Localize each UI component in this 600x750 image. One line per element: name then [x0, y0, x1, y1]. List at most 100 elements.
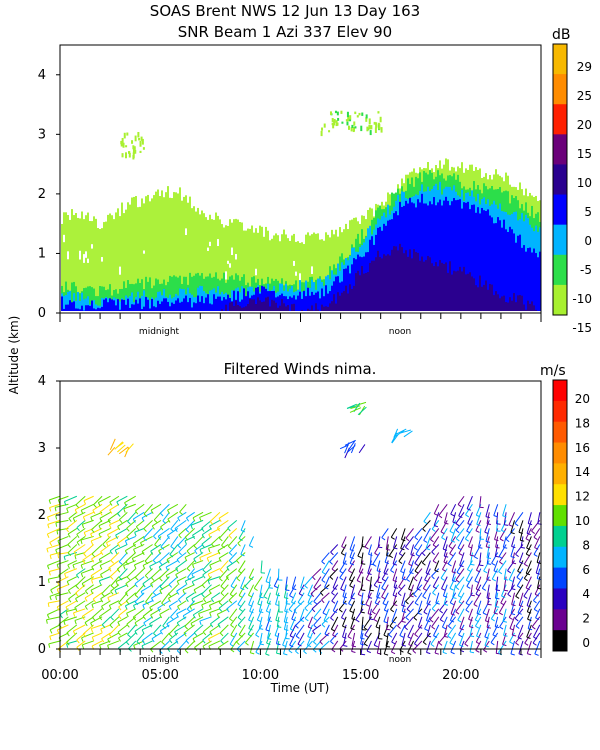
wind-barb — [244, 576, 254, 587]
wind-barb-feather — [360, 611, 365, 614]
wind-barb-feather — [201, 593, 205, 598]
snr-strip — [353, 285, 355, 311]
wind-barb — [142, 600, 153, 606]
wind-barb — [283, 608, 288, 623]
wind-barb — [109, 519, 120, 526]
wind-barb-feather — [466, 530, 471, 534]
wind-barb — [510, 600, 516, 614]
wind-barb-feather — [153, 519, 158, 523]
snr-strip — [235, 288, 237, 311]
wind-barb-feather — [46, 614, 50, 619]
wind-barb-feather — [466, 585, 471, 589]
winds-noon-label: noon — [389, 655, 411, 665]
snr-gap — [63, 234, 65, 243]
wind-barb-feather — [520, 546, 526, 549]
wind-barb-feather — [499, 538, 504, 542]
wind-barb — [499, 616, 507, 628]
wind-barb — [208, 640, 221, 647]
snr-strip — [255, 304, 257, 311]
snr-strip — [525, 251, 527, 311]
snr-echo — [122, 142, 125, 148]
snr-strip — [283, 303, 285, 311]
wind-barb — [142, 632, 153, 641]
wind-barb-feather — [482, 587, 487, 591]
wind-barb — [268, 576, 271, 588]
wind-barb — [434, 640, 440, 654]
wind-barb-feather — [512, 562, 517, 565]
wind-barb — [349, 536, 356, 550]
wind-barb — [144, 552, 153, 562]
wind-barb-feather — [517, 637, 522, 640]
snr-strip — [519, 294, 521, 311]
wind-barb-feather — [91, 579, 94, 584]
snr-strip — [479, 275, 481, 311]
snr-colorbar-swatch — [553, 134, 567, 165]
snr-strip — [93, 308, 95, 311]
wind-barb-feather — [510, 613, 516, 616]
wind-barb — [502, 608, 507, 622]
snr-strip — [161, 190, 163, 311]
wind-barb-feather — [115, 534, 119, 539]
snr-gap — [227, 260, 229, 264]
wind-barb — [265, 600, 271, 612]
wind-barb-feather — [125, 592, 129, 597]
snr-colorbar-swatch — [553, 194, 567, 226]
wind-barb-feather — [267, 602, 272, 605]
wind-barb — [435, 592, 440, 604]
wind-barb-feather — [76, 541, 80, 546]
wind-barb-feather — [310, 593, 315, 597]
wind-barb-feather — [228, 552, 233, 556]
wind-barb-feather — [177, 545, 182, 549]
wind-barb — [340, 544, 347, 554]
snr-strip — [143, 306, 145, 311]
wind-barb — [57, 624, 69, 631]
wind-barb-feather — [349, 556, 354, 560]
wind-barb — [392, 568, 398, 581]
snr-strip — [71, 209, 73, 311]
wind-barb-feather — [525, 538, 530, 542]
snr-strip — [181, 200, 183, 311]
wind-barb — [491, 568, 499, 580]
wind-barb-feather — [219, 569, 224, 573]
snr-strip — [521, 295, 523, 311]
wind-barb — [298, 584, 305, 594]
wind-barb — [505, 528, 515, 540]
wind-barb — [469, 544, 473, 556]
wind-barb — [208, 632, 221, 640]
wind-barb-feather — [410, 554, 415, 557]
wind-barb — [178, 528, 187, 536]
wind-barb-feather — [465, 609, 470, 613]
wind-barb — [498, 600, 507, 614]
wind-barb-feather — [444, 603, 449, 606]
wind-barb — [464, 528, 473, 540]
wind-barb-feather — [455, 529, 460, 534]
wind-barb — [438, 503, 448, 516]
wind-barb-feather — [98, 533, 102, 538]
wind-barb-feather — [135, 526, 140, 531]
snr-strip — [287, 299, 289, 311]
wind-barb-feather — [144, 560, 149, 565]
snr-strip — [533, 248, 535, 311]
snr-strip — [215, 212, 217, 311]
wind-barb — [432, 576, 440, 587]
wind-barb-feather — [532, 642, 537, 646]
wind-barb-feather — [422, 528, 426, 532]
wind-barb — [165, 568, 179, 577]
wind-barb — [66, 624, 78, 634]
wind-barb-feather — [510, 532, 515, 535]
wind-barb-feather — [83, 532, 87, 537]
wind-barb — [255, 640, 263, 653]
wind-barb-feather — [391, 621, 396, 624]
snr-strip — [475, 285, 477, 311]
snr-strip — [121, 202, 123, 311]
wind-barb — [143, 503, 153, 515]
wind-barb — [494, 616, 499, 627]
wind-barb-feather — [441, 588, 446, 591]
wind-barb-feather — [244, 585, 249, 590]
snr-strip — [325, 232, 327, 311]
wind-barb-feather — [448, 545, 453, 550]
wind-barb-feather — [503, 589, 509, 592]
wind-barb-feather — [495, 606, 500, 608]
snr-strip — [167, 281, 169, 311]
snr-echo — [341, 121, 344, 124]
